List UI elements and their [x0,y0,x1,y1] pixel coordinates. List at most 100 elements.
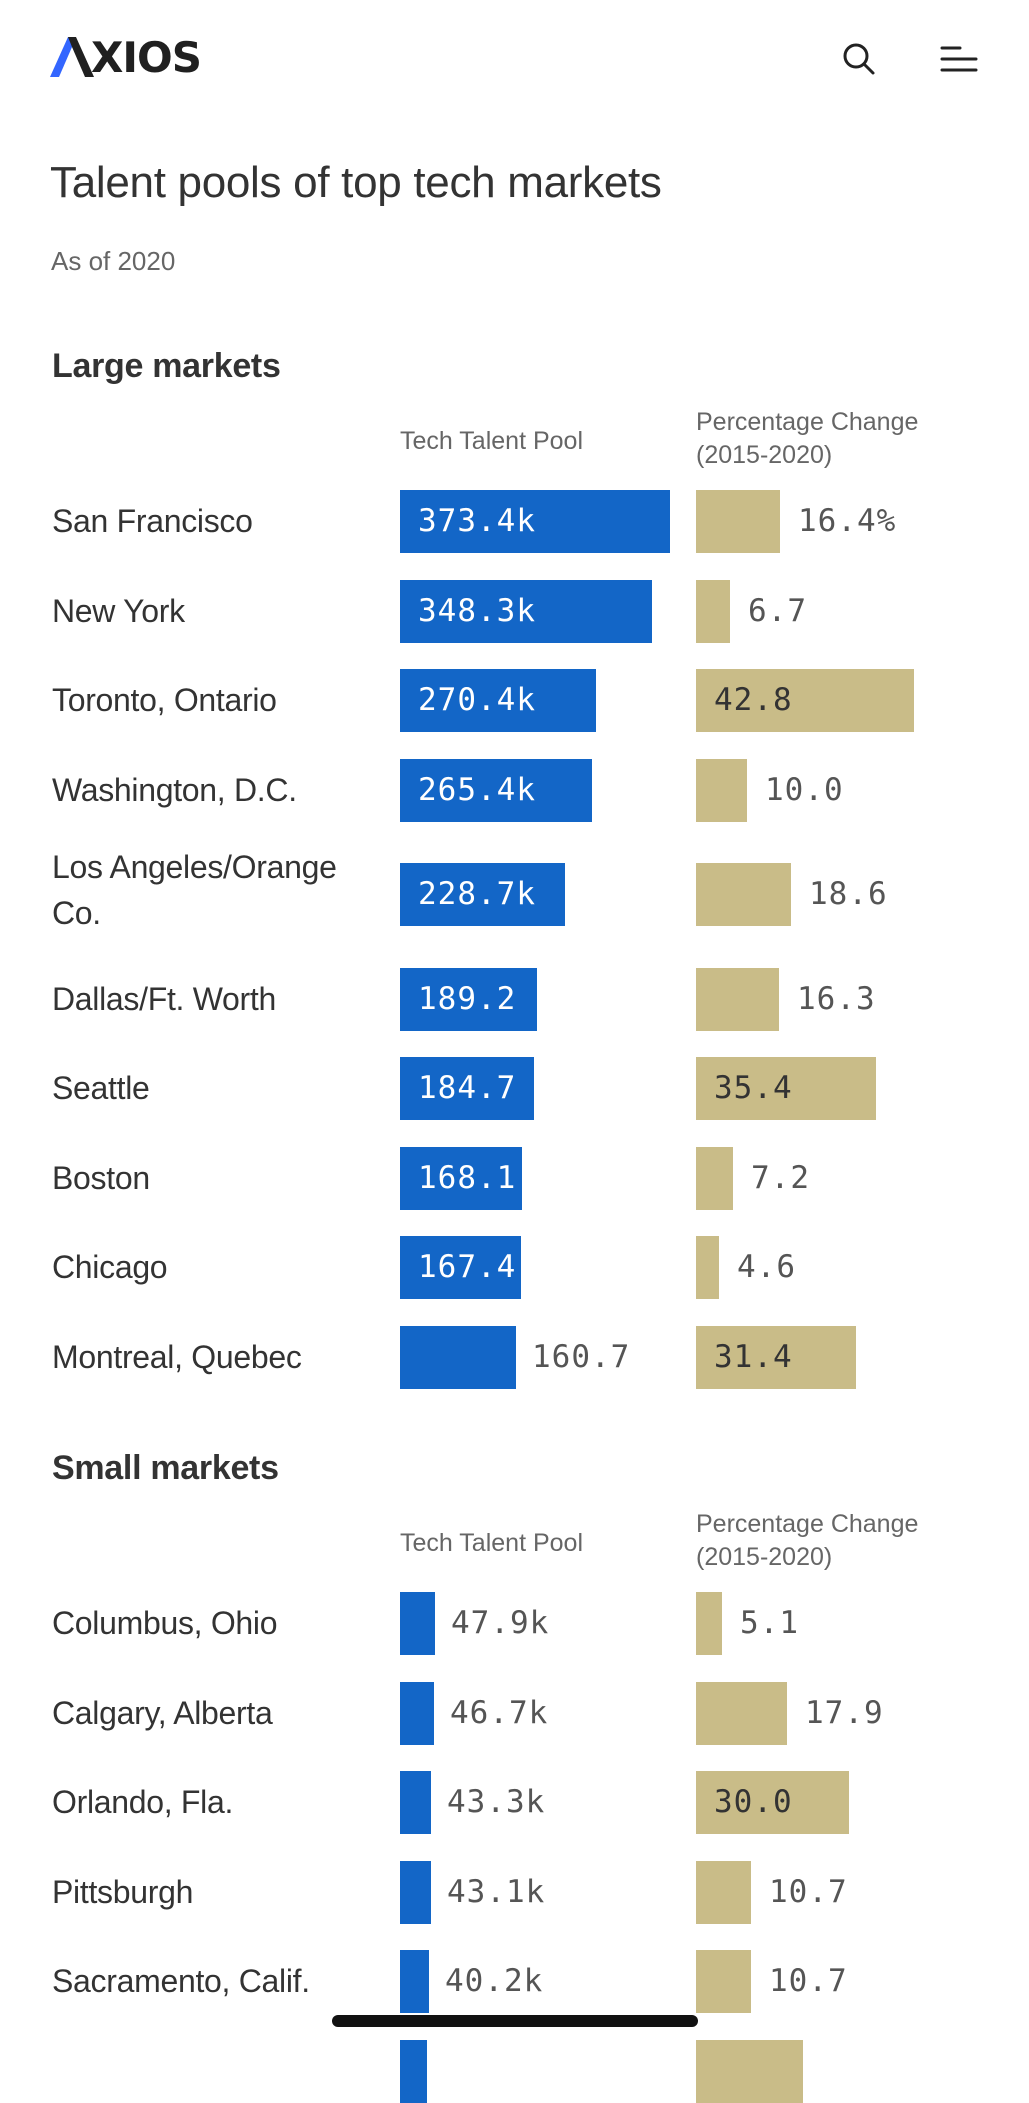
percentage-change-cell: 42.8 [696,669,996,732]
tech-talent-pool-cell: 43.1k [400,1860,690,1924]
tech-talent-pool-value: 160.7 [532,1338,631,1375]
tech-talent-pool-bar [400,579,652,643]
home-indicator [332,2015,698,2027]
row-label: Chicago [52,1249,168,1285]
tech-talent-pool-value: 47.9k [451,1605,550,1641]
percentage-change-bar [696,1771,849,1834]
percentage-change-value: 6.7 [748,592,807,629]
percentage-change-cell: 31.4 [696,1325,996,1389]
logo-text: XIOS [91,32,202,82]
tech-talent-pool-bar [400,2039,427,2103]
tech-talent-pool-value: 184.7 [418,1070,517,1106]
percentage-change-bar [696,758,747,822]
tech-talent-pool-cell: 168.1 [400,1146,690,1210]
tech-talent-pool-value: 46.7k [450,1694,549,1731]
axios-logo[interactable]: XIOS [50,28,202,86]
row-label: Sacramento, Calif. [52,1963,310,1999]
tech-talent-pool-bar [400,1146,522,1210]
tech-talent-pool-cell: 47.9k [400,1592,690,1655]
column-header-line: Percentage Change [696,1510,919,1538]
tech-talent-pool-bar [400,758,592,822]
percentage-change-value: 16.4% [798,503,897,539]
percentage-change-value: 7.2 [751,1159,810,1196]
percentage-change-cell: 10.7 [696,1950,996,2013]
column-header-line: (2015-2020) [696,441,833,469]
tech-talent-pool-bar [400,1860,431,1924]
percentage-change-bar [696,669,914,732]
tech-talent-pool-cell: 167.4 [400,1236,690,1299]
column-header-percentage-change: Percentage Change (2015-2020) [696,406,918,472]
percentage-change-cell: 35.4 [696,1057,996,1120]
percentage-change-cell: 10.0 [696,758,996,822]
percentage-change-value: 42.8 [714,682,793,718]
percentage-change-cell: 16.4% [696,490,996,553]
tech-talent-pool-cell: 228.7k [400,863,690,926]
top-bar: XIOS [0,0,1029,115]
percentage-change-value: 10.0 [765,771,844,808]
tech-talent-pool-bar [400,967,537,1031]
tech-talent-pool-bar [400,490,670,553]
logo-a-mark [50,37,94,77]
percentage-change-bar [696,1860,751,1924]
percentage-change-bar [696,490,780,553]
row-label: Pittsburgh [52,1873,194,1910]
percentage-change-cell: 4.6 [696,1236,996,1299]
tech-talent-pool-value: 168.1 [418,1159,517,1196]
tech-talent-pool-value: 43.1k [447,1873,546,1910]
row-label: Dallas/Ft. Worth [52,980,276,1017]
percentage-change-cell: 6.7 [696,579,996,643]
tech-talent-pool-cell: 189.2 [400,967,690,1031]
tech-talent-pool-value: 43.3k [447,1784,546,1820]
tech-talent-pool-cell [400,2039,690,2103]
tech-talent-pool-bar [400,1681,434,1745]
percentage-change-cell: 30.0 [696,1771,996,1834]
column-header-percentage-change: Percentage Change (2015-2020) [696,1508,918,1574]
tech-talent-pool-value: 270.4k [418,682,536,718]
search-icon [843,43,875,75]
tech-talent-pool-cell: 265.4k [400,758,690,822]
percentage-change-bar [696,1681,787,1745]
page-title: Talent pools of top tech markets [50,158,662,207]
tech-talent-pool-value: 189.2 [418,980,517,1017]
percentage-change-bar [696,967,779,1031]
tech-talent-pool-cell: 184.7 [400,1057,690,1120]
tech-talent-pool-bar [400,863,565,926]
row-label-line: Co. [52,895,101,931]
tech-talent-pool-value: 167.4 [418,1249,517,1285]
percentage-change-bar [696,579,730,643]
column-header-line: Percentage Change [696,408,919,436]
row-label: Montreal, Quebec [52,1338,302,1375]
row-label: Calgary, Alberta [52,1694,273,1731]
row-label: Los Angeles/Orange Co. [52,844,337,936]
percentage-change-bar [696,1057,876,1120]
tech-talent-pool-value: 40.2k [445,1963,544,1999]
percentage-change-bar [696,863,791,926]
percentage-change-bar [696,1950,751,2013]
column-header-tech-talent-pool: Tech Talent Pool [400,1529,583,1557]
search-button[interactable] [838,38,880,80]
percentage-change-value: 18.6 [809,876,888,912]
tech-talent-pool-value: 228.7k [418,876,536,912]
percentage-change-value: 4.6 [737,1249,796,1285]
menu-icon [940,46,978,72]
tech-talent-pool-value: 265.4k [418,771,536,808]
tech-talent-pool-cell: 46.7k [400,1681,690,1745]
percentage-change-cell: 16.3 [696,967,996,1031]
column-header-tech-talent-pool: Tech Talent Pool [400,427,583,455]
row-label: Columbus, Ohio [52,1605,278,1641]
tech-talent-pool-cell: 270.4k [400,669,690,732]
tech-talent-pool-bar [400,1057,534,1120]
section-heading-large-markets: Large markets [52,347,281,385]
tech-talent-pool-bar [400,1771,431,1834]
column-header-line: (2015-2020) [696,1543,833,1571]
tech-talent-pool-bar [400,669,596,732]
percentage-change-value: 17.9 [805,1694,884,1731]
row-label: Seattle [52,1070,150,1106]
percentage-change-value: 35.4 [714,1070,793,1106]
percentage-change-value: 10.7 [769,1873,848,1910]
percentage-change-bar [696,1146,733,1210]
menu-button[interactable] [938,38,980,80]
percentage-change-value: 30.0 [714,1784,793,1820]
tech-talent-pool-cell: 40.2k [400,1950,690,2013]
tech-talent-pool-cell: 373.4k [400,490,690,553]
